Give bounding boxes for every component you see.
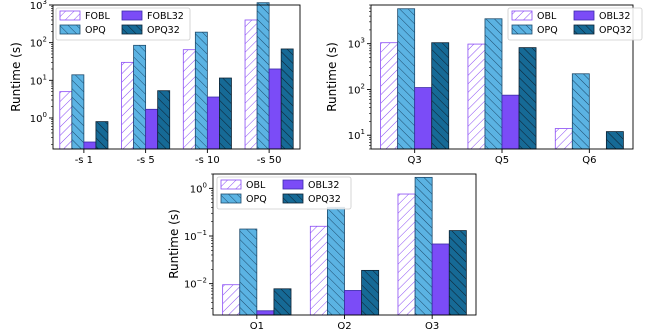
legend-swatch-obl	[511, 10, 533, 21]
bar-opq-q2-hatch	[327, 207, 345, 315]
bar-opq-s-10-hatch	[195, 32, 208, 149]
legend-swatch-fobl32	[121, 10, 143, 21]
y-tick-label: 103	[348, 37, 365, 51]
bar-opq32-q3-hatch	[431, 42, 449, 149]
legend-swatch-obl32	[573, 10, 595, 21]
chart-queries-q1-q2-q3: 10−2 10−1 100 Q1 Q2 Q3 Runtime (s) OBL OPQ OBL32 O…	[167, 173, 477, 329]
legend-box	[55, 7, 191, 41]
x-tick-label-q6: Q6	[582, 155, 596, 166]
y-tick-label: 103	[30, 0, 47, 12]
bar-opq-q5-hatch	[484, 18, 502, 150]
y-tick-label: 101	[30, 73, 47, 87]
y-axis-label: Runtime (s)	[325, 42, 339, 112]
legend-box	[507, 7, 643, 41]
legend-swatch-hatch	[283, 194, 303, 203]
y-tick-label: 100	[30, 111, 47, 125]
legend-label-opq: OPQ	[85, 25, 106, 36]
bar-opq32-q3-hatch	[449, 230, 467, 315]
bar-fobl32-s-1	[83, 141, 97, 150]
legend-swatch-fobl	[59, 10, 81, 21]
x-tick-label-q3: Q3	[408, 155, 422, 166]
y-tick-label: 10−2	[184, 277, 207, 291]
bar-opq-q6-hatch	[572, 73, 590, 149]
y-axis-label: Runtime (s)	[167, 209, 181, 279]
bar-opq32-q1-hatch	[273, 288, 292, 315]
legend-label-opq: OPQ	[246, 194, 267, 205]
bar-obl32-q3	[431, 243, 450, 316]
bar-opq32-q6-hatch	[606, 131, 624, 149]
legend-label-obl: OBL	[246, 180, 266, 191]
legend-label-fobl32: FOBL32	[147, 11, 184, 22]
bar-fobl32-s-5	[145, 108, 159, 150]
legend-swatch-hatch	[512, 25, 532, 34]
bar-obl32-q3	[414, 87, 433, 150]
bar-fobl32-s-50	[268, 68, 282, 150]
plot-frame	[52, 4, 301, 150]
bar-opq-q3-hatch	[397, 8, 415, 149]
bar-fobl-s-10	[182, 49, 196, 150]
legend-label-opq: OPQ	[537, 25, 558, 36]
legend-label-obl32: OBL32	[308, 180, 339, 191]
bar-opq32-s-1-hatch	[95, 121, 108, 149]
bar-opq-s-1-hatch	[71, 74, 84, 149]
x-tick-label-s-1: -s 1	[75, 155, 93, 166]
bar-opq32-q5-hatch	[519, 47, 537, 150]
legend-swatch-obl	[220, 179, 242, 190]
bar-obl-q3	[397, 193, 416, 316]
legend-swatch-obl32	[282, 179, 304, 190]
legend-swatch-hatch	[60, 25, 80, 34]
bar-opq-s-5-hatch	[133, 45, 146, 149]
y-tick-label: 102	[348, 82, 365, 96]
y-axis-label: Runtime (s)	[9, 42, 23, 112]
chart-scale-factor: 100 101 102 103 -s 1 -s 5 -s 10 -s 50 Runtime (s…	[9, 0, 301, 166]
legend-label-opq32: OPQ32	[308, 194, 341, 205]
bar-obl32-q1	[256, 310, 275, 316]
bar-fobl32-s-10	[206, 96, 220, 150]
bar-opq32-s-5-hatch	[157, 90, 170, 149]
legend-label-fobl: FOBL	[85, 11, 110, 22]
y-tick-label: 102	[30, 36, 47, 50]
bar-obl-q2	[309, 225, 328, 316]
bar-obl-q6	[554, 128, 573, 150]
legend-swatch-hatch	[574, 25, 594, 34]
bar-opq32-s-50-hatch	[281, 48, 294, 149]
bar-opq32-s-10-hatch	[219, 78, 232, 149]
legend-swatch-hatch	[221, 194, 241, 203]
legend-label-obl: OBL	[537, 11, 557, 22]
chart-queries-q3-q5-q6: 101 102 103 Q3 Q5 Q6 Runtime (s) OBL OPQ OBL32 OPQ…	[325, 4, 643, 166]
bar-fobl-s-50	[244, 19, 258, 150]
x-tick-label-s-5: -s 5	[136, 155, 154, 166]
bar-obl32-q5	[501, 94, 520, 150]
bar-obl-q3	[380, 42, 399, 150]
bar-fobl-s-5	[121, 61, 134, 150]
bar-opq-q1-hatch	[239, 229, 257, 315]
bar-obl-q5	[467, 43, 486, 150]
legend-label-opq32: OPQ32	[147, 25, 180, 36]
x-tick-label-q3: Q3	[425, 321, 439, 329]
y-tick-label: 10−1	[184, 229, 207, 243]
bar-opq-q3-hatch	[415, 177, 433, 315]
x-tick-label-s-50: -s 50	[257, 155, 282, 166]
y-tick-label: 101	[348, 128, 365, 142]
bar-opq-s-50-hatch	[257, 2, 270, 150]
bar-opq32-q2-hatch	[361, 270, 379, 315]
y-tick-label: 100	[190, 181, 207, 195]
x-tick-label-q2: Q2	[337, 321, 351, 329]
x-tick-label-q1: Q1	[250, 321, 264, 329]
legend-box	[216, 176, 352, 210]
x-tick-label-q5: Q5	[495, 155, 509, 166]
legend-label-opq32: OPQ32	[599, 25, 632, 36]
x-tick-label-s-10: -s 10	[195, 155, 220, 166]
bar-obl-q1	[222, 284, 241, 316]
bar-fobl-s-1	[59, 91, 73, 150]
legend-swatch-hatch	[122, 25, 142, 34]
legend-label-obl32: OBL32	[599, 11, 630, 22]
bar-obl32-q2	[344, 290, 362, 316]
